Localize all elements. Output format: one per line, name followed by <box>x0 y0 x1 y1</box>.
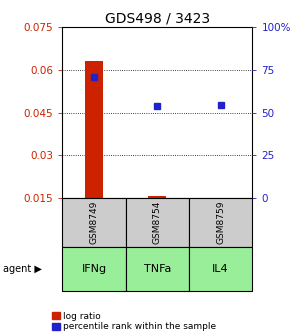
Bar <box>126 198 189 247</box>
Bar <box>126 247 189 291</box>
Text: TNFa: TNFa <box>144 264 171 274</box>
Text: agent ▶: agent ▶ <box>3 264 42 274</box>
Title: GDS498 / 3423: GDS498 / 3423 <box>105 12 210 26</box>
Text: GSM8759: GSM8759 <box>216 201 225 244</box>
Text: GSM8749: GSM8749 <box>90 201 99 244</box>
Text: GSM8754: GSM8754 <box>153 201 162 244</box>
Bar <box>148 196 166 198</box>
Bar <box>85 61 103 198</box>
Text: IL4: IL4 <box>212 264 229 274</box>
Text: IFNg: IFNg <box>81 264 106 274</box>
Bar <box>189 247 252 291</box>
Legend: log ratio, percentile rank within the sample: log ratio, percentile rank within the sa… <box>52 312 216 332</box>
Bar <box>62 198 126 247</box>
Bar <box>62 247 126 291</box>
Bar <box>189 198 252 247</box>
